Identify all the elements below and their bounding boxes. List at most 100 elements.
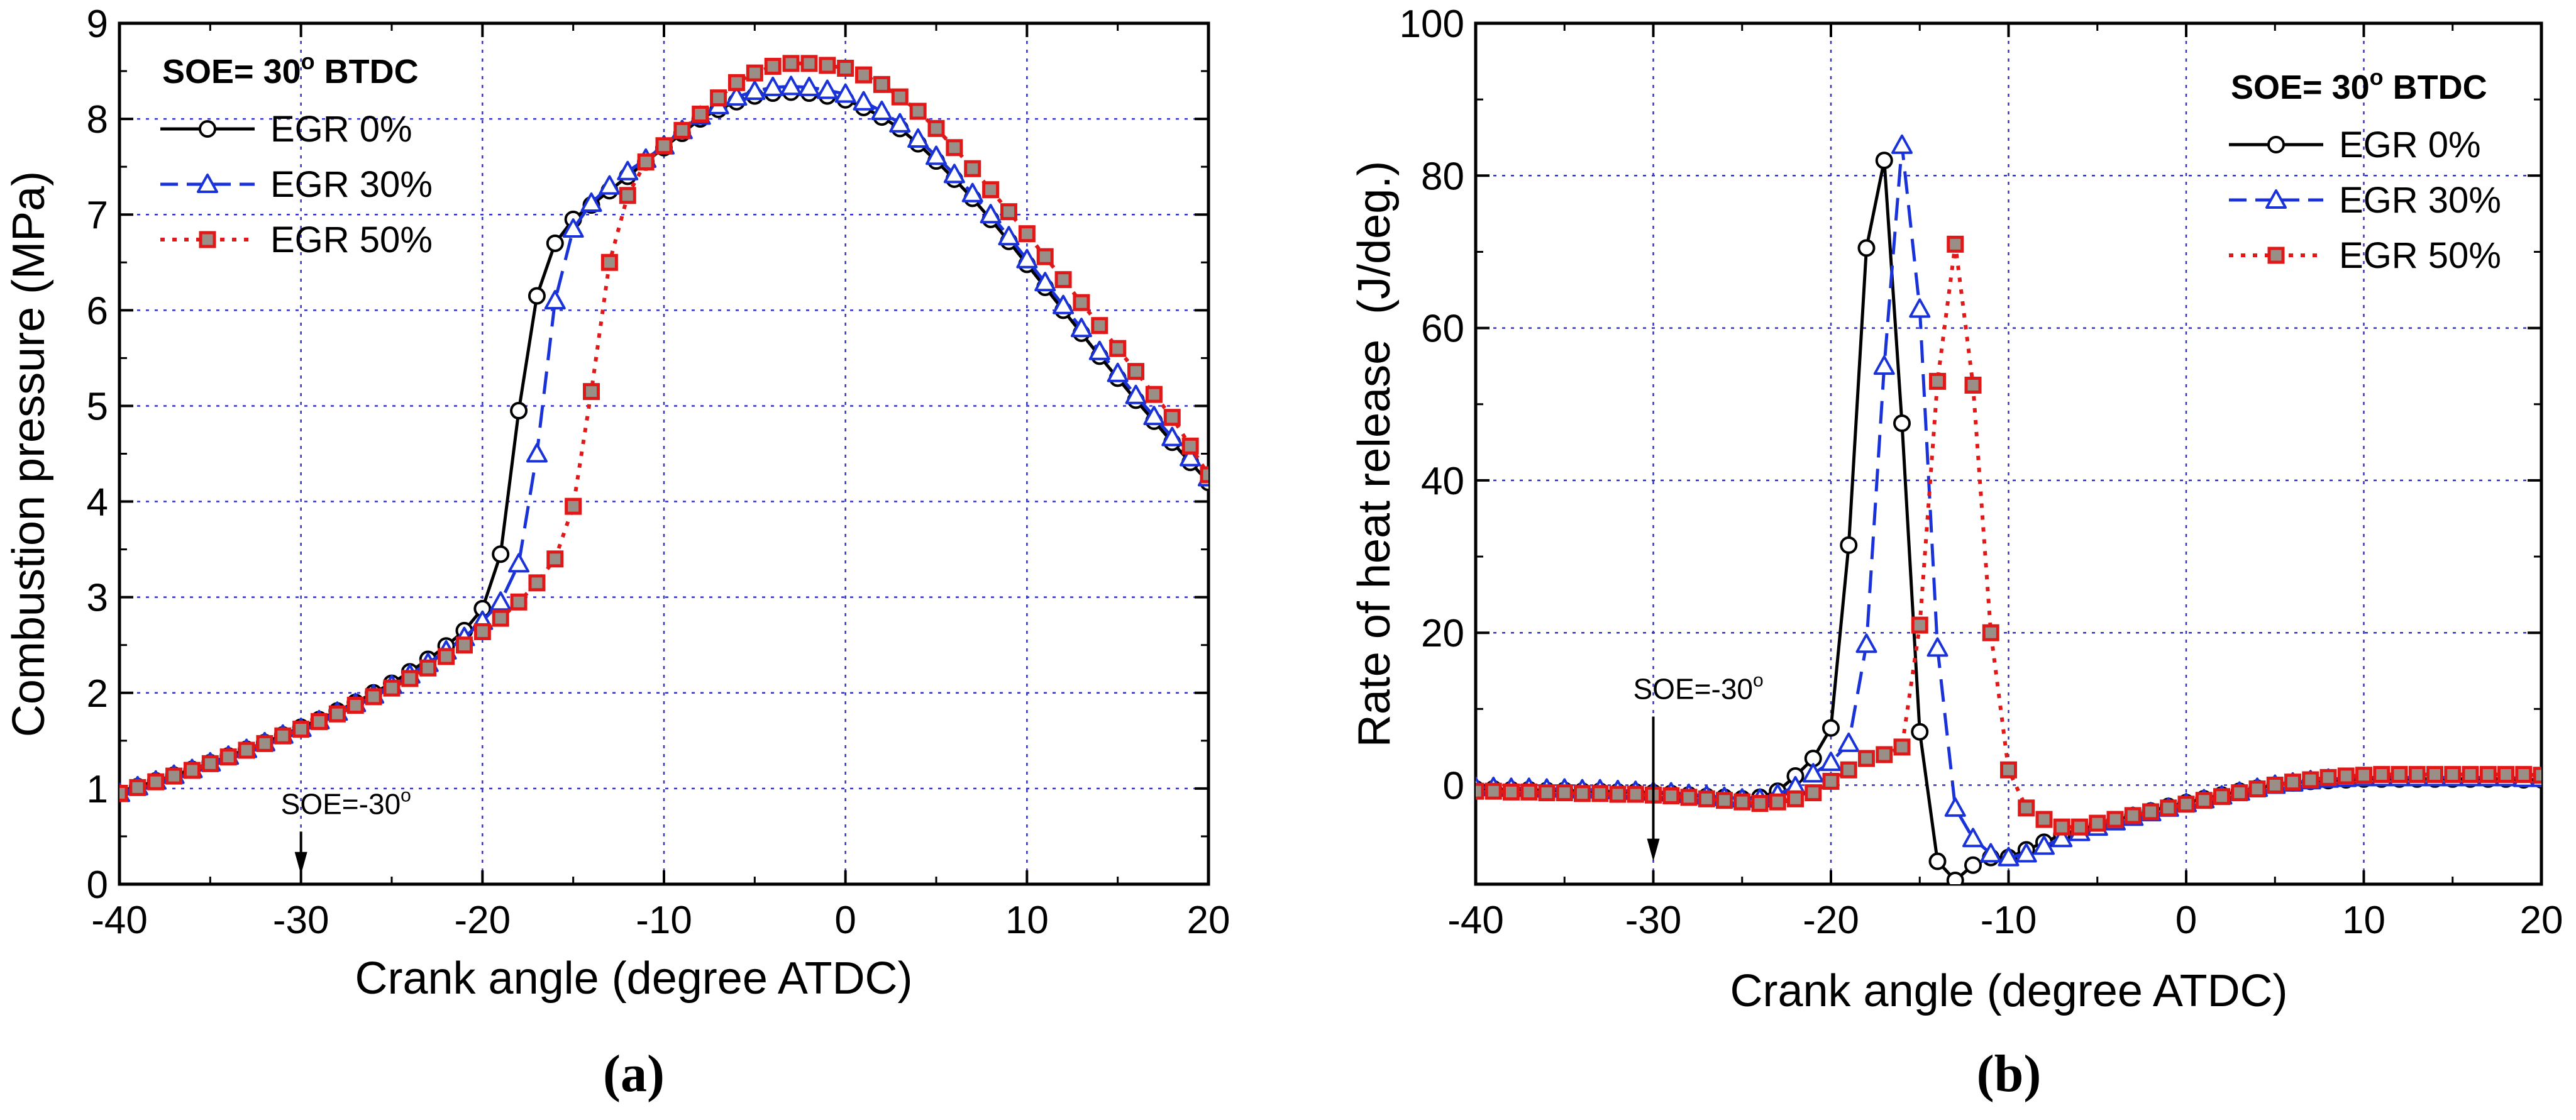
data-point bbox=[873, 75, 890, 93]
legend-swatch-marker bbox=[2267, 247, 2285, 264]
data-point bbox=[2319, 768, 2337, 786]
data-point bbox=[2426, 766, 2443, 784]
data-point bbox=[1802, 763, 1824, 783]
data-point bbox=[762, 76, 784, 96]
data-point bbox=[1891, 134, 1913, 154]
legend-swatch-marker bbox=[2265, 189, 2287, 209]
legend-swatch-marker bbox=[2267, 136, 2285, 153]
data-point bbox=[1964, 856, 1982, 874]
data-point bbox=[982, 181, 1000, 199]
data-point bbox=[961, 182, 983, 202]
panel-label-open: ( bbox=[1977, 1045, 1994, 1103]
data-point bbox=[2053, 818, 2070, 836]
data-point bbox=[119, 784, 128, 802]
y-tick-label: 2 bbox=[87, 672, 108, 716]
legend-title: SOE= 30o BTDC bbox=[162, 48, 419, 91]
data-point bbox=[528, 574, 546, 592]
y-tick-label: 3 bbox=[87, 577, 108, 620]
data-point bbox=[401, 670, 419, 687]
x-axis-label: Crank angle (degree ATDC) bbox=[1730, 966, 2287, 1016]
data-point bbox=[1698, 790, 1715, 807]
data-point bbox=[1944, 797, 1966, 817]
data-point bbox=[1909, 298, 1931, 318]
data-point bbox=[1787, 790, 1804, 807]
data-point bbox=[837, 59, 854, 77]
data-point bbox=[710, 89, 727, 107]
y-axis-label: Rate of heat release (J/deg.) bbox=[1349, 161, 1400, 748]
y-axis-label: Combustion pressure (MPa) bbox=[4, 171, 54, 737]
data-point bbox=[1018, 225, 1036, 243]
legend-title-degree: o bbox=[2370, 64, 2384, 90]
data-point bbox=[1054, 271, 1072, 289]
data-point bbox=[2015, 843, 2037, 863]
data-point bbox=[473, 623, 491, 640]
legend-label: EGR 30% bbox=[270, 164, 433, 205]
data-point bbox=[546, 550, 564, 568]
y-tick-label: 60 bbox=[1421, 308, 1464, 351]
data-point bbox=[528, 287, 546, 305]
data-point bbox=[1911, 616, 1928, 634]
panel-label-close: ) bbox=[647, 1045, 665, 1103]
data-point bbox=[438, 648, 455, 665]
data-point bbox=[1805, 784, 1822, 802]
data-point bbox=[1838, 732, 1860, 752]
data-point bbox=[2337, 767, 2355, 785]
panel-label: (a) bbox=[603, 1045, 665, 1103]
data-point bbox=[546, 234, 564, 252]
legend-label: EGR 0% bbox=[2339, 125, 2481, 165]
data-point bbox=[1109, 340, 1127, 357]
data-point bbox=[383, 679, 401, 697]
panel-b-chart: -40 -30 -20 -10 0 10 20 0 20 40 60 80 100 Crank angle… bbox=[1349, 3, 2563, 1103]
data-point bbox=[1088, 340, 1110, 360]
data-point bbox=[2142, 803, 2159, 821]
data-point bbox=[256, 735, 274, 752]
data-point bbox=[1181, 437, 1199, 455]
data-point bbox=[871, 100, 893, 120]
data-point bbox=[238, 741, 255, 759]
x-axis-label: Crank angle (degree ATDC) bbox=[355, 953, 912, 1004]
data-point bbox=[1926, 637, 1949, 657]
data-point bbox=[891, 88, 909, 106]
soe-annotation: SOE=-30o bbox=[281, 785, 411, 875]
data-point bbox=[490, 591, 512, 611]
data-point bbox=[1733, 793, 1751, 811]
data-point bbox=[183, 762, 201, 779]
x-tick-label: -10 bbox=[636, 899, 692, 942]
data-point bbox=[1858, 750, 1875, 767]
panel-label-close: ) bbox=[2023, 1045, 2041, 1103]
data-point bbox=[943, 164, 965, 184]
data-point bbox=[419, 659, 437, 677]
data-point bbox=[2479, 766, 2497, 784]
series-3 bbox=[1476, 235, 2541, 836]
data-point bbox=[1163, 409, 1181, 426]
x-tick-label: -40 bbox=[1447, 899, 1504, 942]
data-point bbox=[855, 66, 873, 84]
y-tick-label: 1 bbox=[87, 768, 108, 811]
x-tick-label: -30 bbox=[1625, 899, 1682, 942]
data-point bbox=[1820, 751, 1842, 772]
data-point bbox=[526, 443, 548, 463]
data-point bbox=[964, 160, 981, 177]
data-point bbox=[2284, 773, 2301, 791]
data-point bbox=[746, 64, 763, 82]
data-point bbox=[1857, 239, 1876, 257]
data-point bbox=[1143, 406, 1165, 426]
data-point bbox=[1591, 785, 1609, 802]
data-point bbox=[819, 57, 836, 74]
legend: SOE= 30o BTDC EGR 0% EGR 30% EGR 50% bbox=[160, 48, 433, 260]
annotation-degree: o bbox=[1753, 670, 1764, 690]
data-point bbox=[926, 145, 947, 165]
data-point bbox=[1053, 294, 1075, 314]
data-point bbox=[1127, 363, 1145, 380]
data-point bbox=[692, 106, 709, 123]
y-tick-label: 100 bbox=[1400, 3, 1464, 46]
legend-label: EGR 50% bbox=[2339, 235, 2501, 276]
data-point bbox=[1107, 362, 1129, 382]
x-tick-label: -40 bbox=[91, 899, 148, 942]
data-point bbox=[619, 187, 636, 204]
data-point bbox=[853, 91, 875, 111]
annotation-text: SOE=-30 bbox=[1633, 672, 1754, 705]
y-tick-label: 4 bbox=[87, 481, 108, 524]
panel-label-letter: a bbox=[621, 1045, 647, 1103]
